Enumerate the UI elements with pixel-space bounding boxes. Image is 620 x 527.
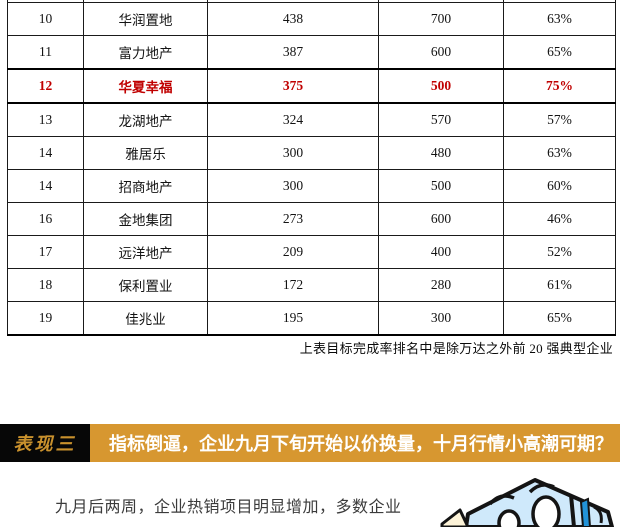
table-cell-sales: 195 — [207, 301, 379, 336]
table-footnote: 上表目标完成率排名中是除万达之外前 20 强典型企业 — [299, 341, 613, 356]
table-cell-rate: 65% — [503, 35, 616, 70]
table-cell-target: 700 — [378, 2, 504, 36]
table-cell-target: 600 — [378, 35, 504, 70]
ranking-table: 10 华润置地 438 700 63% 11 富力地产 387 600 65% 12 华夏幸福 375 5… — [7, 0, 616, 336]
table-cell-sales: 300 — [207, 136, 379, 170]
table-cell-company: 招商地产 — [83, 169, 208, 203]
table-cell-sales: 209 — [207, 235, 379, 269]
table-cell-rank: 10 — [7, 2, 84, 36]
table-cell-sales: 375 — [207, 68, 379, 104]
table-cell-rate: 61% — [503, 268, 616, 302]
table-cell-rate: 57% — [503, 102, 616, 137]
table-row: 13 龙湖地产 324 570 57% — [7, 102, 616, 137]
section-label: 表现三 — [0, 424, 90, 462]
table-cell-company: 金地集团 — [83, 202, 208, 236]
table-cell-rate: 52% — [503, 235, 616, 269]
dice-box-illustration — [440, 478, 614, 527]
table-row: 19 佳兆业 195 300 65% — [7, 301, 616, 336]
table-cell-target: 400 — [378, 235, 504, 269]
table-cell-company: 保利置业 — [83, 268, 208, 302]
table-cell-rank: 19 — [7, 301, 84, 336]
table-cell-rank: 11 — [7, 35, 84, 70]
table-cell-target: 600 — [378, 202, 504, 236]
table-cell-company: 龙湖地产 — [83, 102, 208, 137]
table-row: 16 金地集团 273 600 46% — [7, 202, 616, 236]
table-row: 12 华夏幸福 375 500 75% — [7, 68, 616, 104]
table-cell-sales: 273 — [207, 202, 379, 236]
table-cell-rate: 63% — [503, 136, 616, 170]
table-row: 11 富力地产 387 600 65% — [7, 35, 616, 70]
table-cell-company: 雅居乐 — [83, 136, 208, 170]
table-cell-target: 500 — [378, 68, 504, 104]
table-cell-sales: 172 — [207, 268, 379, 302]
table-cell-company: 富力地产 — [83, 35, 208, 70]
table-cell-rank: 18 — [7, 268, 84, 302]
table-cell-rank: 17 — [7, 235, 84, 269]
table-cell-sales: 438 — [207, 2, 379, 36]
table-cell-target: 500 — [378, 169, 504, 203]
table-cell-rank: 16 — [7, 202, 84, 236]
ranking-table-body: 10 华润置地 438 700 63% 11 富力地产 387 600 65% 12 华夏幸福 375 5… — [7, 0, 616, 336]
table-cell-rate: 75% — [503, 68, 616, 104]
table-cell-sales: 300 — [207, 169, 379, 203]
table-cell-target: 480 — [378, 136, 504, 170]
section-title: 指标倒逼，企业九月下旬开始以价换量，十月行情小高潮可期？ — [90, 424, 620, 462]
table-row: 14 招商地产 300 500 60% — [7, 169, 616, 203]
table-cell-sales: 387 — [207, 35, 379, 70]
table-cell-target: 570 — [378, 102, 504, 137]
table-cell-target: 300 — [378, 301, 504, 336]
table-cell-rate: 63% — [503, 2, 616, 36]
table-cell-sales: 324 — [207, 102, 379, 137]
table-cell-rate: 65% — [503, 301, 616, 336]
table-row: 10 华润置地 438 700 63% — [7, 2, 616, 36]
table-cell-company: 远洋地产 — [83, 235, 208, 269]
table-row: 18 保利置业 172 280 61% — [7, 268, 616, 302]
table-cell-company: 华夏幸福 — [83, 68, 208, 104]
section-banner: 表现三 指标倒逼，企业九月下旬开始以价换量，十月行情小高潮可期？ — [0, 424, 620, 462]
table-row: 17 远洋地产 209 400 52% — [7, 235, 616, 269]
table-cell-target: 280 — [378, 268, 504, 302]
table-cell-rank: 13 — [7, 102, 84, 137]
table-cell-company: 华润置地 — [83, 2, 208, 36]
table-cell-company: 佳兆业 — [83, 301, 208, 336]
table-cell-rate: 60% — [503, 169, 616, 203]
table-cell-rank: 14 — [7, 169, 84, 203]
table-cell-rank: 14 — [7, 136, 84, 170]
table-cell-rate: 46% — [503, 202, 616, 236]
table-cell-rank: 12 — [7, 68, 84, 104]
table-row: 14 雅居乐 300 480 63% — [7, 136, 616, 170]
body-paragraph: 九月后两周，企业热销项目明显增加，多数企业 — [55, 499, 402, 516]
